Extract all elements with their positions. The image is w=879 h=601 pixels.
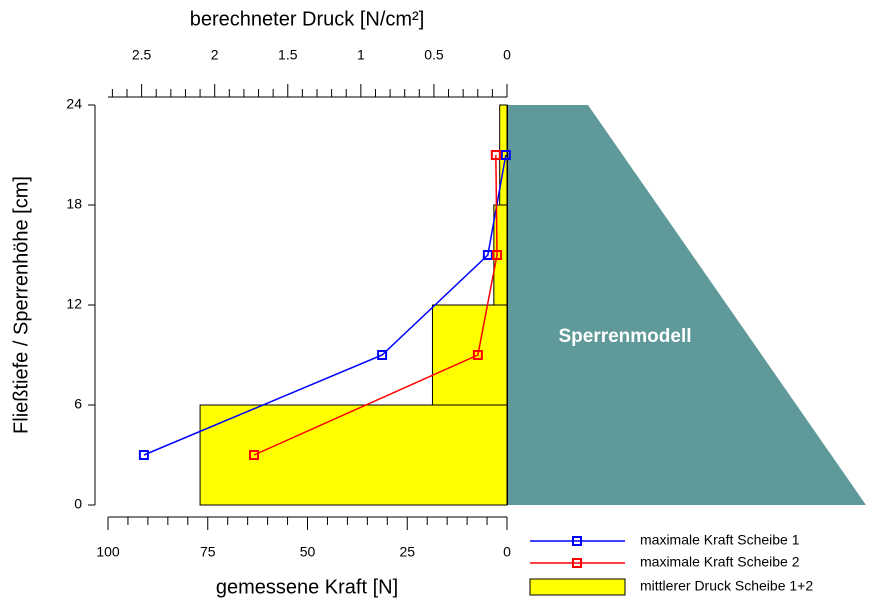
bar: [199, 404, 508, 506]
series-marker: [500, 150, 511, 160]
annotation: Sperrenmodell: [558, 326, 691, 347]
x-tick-label: 50: [300, 544, 316, 560]
y-tick-label: 18: [66, 196, 82, 212]
legend-swatch: [529, 578, 626, 596]
x2-tick-label: 0.5: [424, 47, 444, 63]
x-tick-label: 75: [200, 544, 216, 560]
x2-tick-label: 0: [503, 47, 511, 63]
y-tick-label: 12: [66, 296, 82, 312]
x2-tick-label: 1.5: [278, 47, 298, 63]
x-tick-label: 100: [96, 544, 120, 560]
series-marker: [138, 450, 149, 460]
series-marker: [490, 150, 501, 160]
x2-tick-label: 2: [211, 47, 219, 63]
bar: [431, 304, 508, 406]
dam-model: [507, 105, 866, 505]
legend-label: maximale Kraft Scheibe 1: [640, 532, 800, 548]
legend-marker: [572, 558, 582, 568]
x-axis-title: gemessene Kraft [N]: [216, 576, 398, 598]
series-marker: [482, 250, 493, 260]
x2-tick-label: 2.5: [132, 47, 152, 63]
x-tick-label: 25: [399, 544, 415, 560]
series-marker: [249, 450, 260, 460]
y-tick-label: 6: [74, 396, 82, 412]
legend-label: mittlerer Druck Scheibe 1+2: [640, 578, 813, 594]
series-line: [253, 154, 498, 456]
y-tick-label: 24: [66, 96, 82, 112]
y-tick-label: 0: [74, 496, 82, 512]
series-marker: [472, 350, 483, 360]
x-tick-label: 0: [503, 544, 511, 560]
series-marker: [377, 350, 388, 360]
series-marker: [492, 250, 503, 260]
y-axis-title: Fließtiefe / Sperrenhöhe [cm]: [10, 176, 32, 434]
legend-marker: [572, 536, 582, 546]
legend-label: maximale Kraft Scheibe 2: [640, 554, 800, 570]
x2-axis-title: berechneter Druck [N/cm²]: [190, 8, 425, 30]
x2-tick-label: 1: [357, 47, 365, 63]
